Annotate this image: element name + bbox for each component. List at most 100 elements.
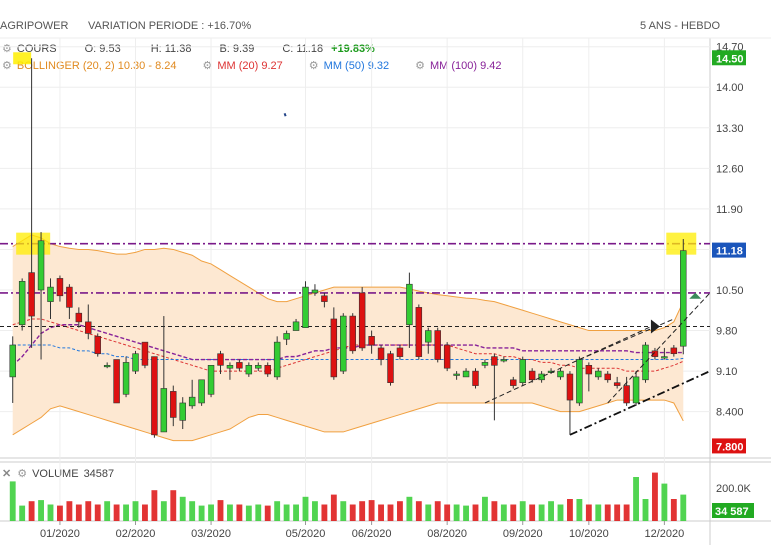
volume-bar: [47, 504, 54, 521]
x-tick-label: 12/2020: [645, 528, 685, 540]
candle-body: [595, 370, 602, 378]
gear-icon[interactable]: ⚙: [308, 60, 319, 72]
period-label[interactable]: 5 ANS - HEBDO: [640, 20, 721, 32]
current-price-badge: 11.18: [716, 246, 743, 258]
volume-bar: [359, 501, 366, 521]
support-trendline: [569, 370, 711, 436]
highlight-marker: [16, 232, 51, 255]
candle-body: [547, 370, 555, 373]
y-tick-label: 9.10: [716, 366, 737, 378]
candle-body: [576, 359, 583, 404]
volume-bar: [123, 504, 129, 521]
candle-body: [623, 385, 630, 404]
volume-bar: [585, 504, 592, 521]
volume-bar: [652, 472, 658, 521]
candle-body: [481, 362, 489, 366]
volume-badge: 34 587: [715, 506, 749, 518]
volume-bar: [104, 501, 111, 521]
volume-bar: [170, 490, 177, 521]
candle-body: [462, 370, 470, 378]
candle-body: [321, 295, 328, 302]
y-tick-label: 13.30: [716, 123, 744, 135]
candle-body: [340, 315, 347, 372]
candle-body: [255, 365, 262, 369]
volume-bar: [330, 494, 337, 521]
gear-icon[interactable]: ⚙: [415, 60, 425, 72]
gear-icon[interactable]: ⚙: [202, 60, 213, 72]
y-tick-label: 14.00: [716, 82, 744, 94]
volume-bar: [151, 490, 158, 521]
y-tick-label: 12.60: [716, 163, 744, 175]
volume-bar: [113, 504, 120, 521]
volume-bar: [397, 501, 403, 521]
volume-bar: [349, 504, 356, 521]
trend-line-upper: [607, 292, 711, 404]
close-icon[interactable]: ✕: [2, 468, 12, 480]
volume-bar: [264, 505, 271, 521]
candle-body: [292, 321, 300, 331]
candle-body: [198, 379, 205, 404]
volume-bar: [9, 481, 16, 521]
variation-periode: VARIATION PERIODE : +16.70%: [88, 20, 252, 32]
bollinger-values: 10.30 - 8.24: [117, 60, 177, 72]
volume-bar: [472, 504, 479, 521]
stray-mark: [283, 112, 287, 117]
x-tick-label: 05/2020: [286, 528, 326, 540]
gear-icon[interactable]: ⚙: [2, 60, 12, 72]
volume-bar: [236, 504, 243, 521]
candle-body: [75, 312, 83, 323]
candle-body: [519, 359, 526, 383]
candle-body: [349, 315, 356, 352]
volume-bar: [94, 504, 101, 521]
volume-bar: [519, 501, 526, 521]
gear-icon[interactable]: ⚙: [2, 43, 12, 55]
y-tick-label: 10.50: [716, 285, 744, 297]
candle-body: [283, 333, 290, 340]
candle-body: [217, 353, 224, 366]
candle-body: [151, 356, 158, 436]
candle-body: [18, 281, 26, 326]
close-value: C: 11.18: [282, 43, 324, 55]
symbol-name: AGRIPOWER: [0, 20, 69, 32]
volume-bar: [538, 504, 545, 521]
volume-bar: [245, 505, 252, 521]
candle-body: [302, 286, 309, 328]
change-value: +19.83%: [331, 43, 375, 55]
volume-bar: [75, 504, 82, 521]
candle-body: [670, 347, 678, 355]
low-price-badge: 7.800: [716, 441, 744, 453]
arrow-marker: [689, 292, 702, 299]
mm100-value: 9.42: [480, 60, 502, 72]
volume-bar: [557, 504, 564, 521]
trend-line-upper: [579, 318, 675, 360]
candle-body: [66, 286, 73, 308]
volume-bar: [529, 504, 536, 521]
arrow-marker: [650, 319, 660, 334]
y-tick-label: 8.400: [716, 407, 744, 419]
indicator-legend: ⚙ BOLLINGER (20, 2) 10.30 - 8.24 ⚙ MM (20) …: [2, 59, 502, 72]
candle-body: [94, 336, 101, 355]
candle-body: [141, 341, 149, 366]
high-price-badge: 14.50: [716, 53, 744, 65]
volume-bar: [38, 500, 44, 521]
y-tick-label: 14.70: [716, 42, 744, 54]
volume-bar: [642, 499, 649, 521]
x-tick-label: 02/2020: [116, 528, 156, 540]
volume-badge-bg: [712, 503, 754, 518]
trend-line-upper: [484, 324, 656, 404]
candle-body: [651, 350, 659, 357]
gear-icon[interactable]: ⚙: [17, 468, 28, 480]
volume-bar: [255, 504, 262, 521]
candle-body: [245, 365, 253, 375]
x-tick-label: 03/2020: [191, 528, 231, 540]
candle-body: [613, 382, 621, 386]
volume-bar: [368, 500, 375, 521]
volume-bar: [614, 504, 621, 521]
candle-body: [377, 347, 385, 360]
candle-body: [604, 373, 611, 381]
moving-averages: [12, 318, 684, 372]
volume-bar: [340, 501, 347, 521]
low-price-badge-bg: [712, 438, 746, 454]
x-tick-label: 09/2020: [503, 528, 543, 540]
